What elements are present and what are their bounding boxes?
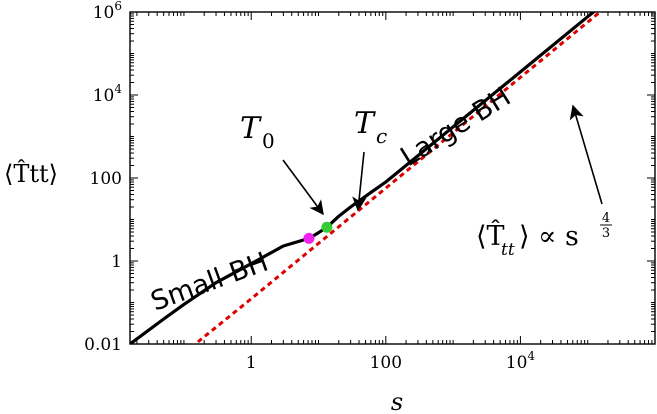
y-axis-label: ⟨T̂tt⟩: [4, 160, 58, 188]
annotation-scaling-law: ⟨T̂ tt ⟩ ∝ s 4 3: [476, 211, 612, 260]
svg-text:⟨T̂: ⟨T̂: [476, 219, 505, 252]
point-tc-marker: [321, 221, 333, 233]
x-axis-label: s: [391, 388, 403, 414]
svg-text:3: 3: [602, 226, 610, 241]
point-t0-marker: [303, 232, 315, 244]
svg-text:tt: tt: [501, 240, 515, 260]
svg-text:0: 0: [262, 129, 275, 153]
annotation-tc: T c: [354, 106, 387, 148]
svg-text:⟩ ∝ s: ⟩ ∝ s: [519, 221, 579, 252]
x-tick-label: 1: [246, 353, 257, 373]
arrow-tc: [352, 151, 367, 212]
svg-text:T: T: [240, 111, 262, 146]
annotation-small-bh: Small BH: [147, 247, 273, 318]
axis-ticks: [130, 11, 656, 345]
annotation-large-bh: Large BH: [395, 81, 516, 173]
tick-labels: 1 100 104 0.01 1 100 104 106: [84, 0, 535, 373]
y-tick-label: 0.01: [84, 335, 122, 355]
y-tick-label: 104: [93, 82, 123, 106]
x-tick-label: 104: [506, 349, 536, 373]
svg-text:T: T: [354, 106, 376, 141]
svg-text:4: 4: [602, 211, 610, 226]
svg-text:c: c: [376, 124, 387, 148]
y-tick-label: 1: [111, 252, 122, 272]
y-tick-label: 106: [93, 0, 122, 23]
arrow-t0: [282, 159, 324, 216]
y-tick-label: 100: [90, 169, 122, 189]
annotation-t0: T 0: [240, 111, 275, 153]
x-tick-label: 100: [370, 353, 402, 373]
arrow-scaling: [569, 104, 603, 205]
series-asymptote-line: [192, 12, 603, 344]
